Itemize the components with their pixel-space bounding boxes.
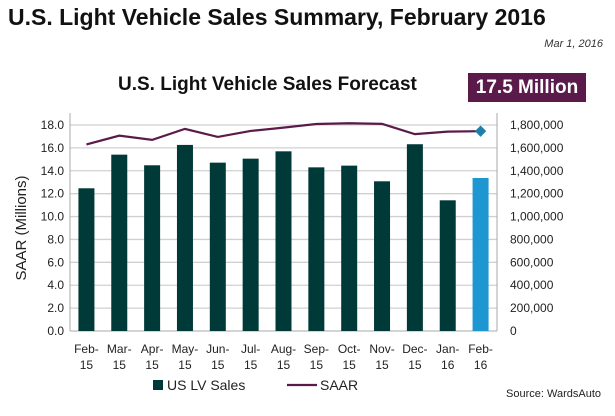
left-tick-label: 18.0 (41, 118, 65, 132)
date-label: Mar 1, 2016 (544, 38, 603, 50)
right-tick-label: 800,000 (510, 232, 554, 246)
left-tick-label: 14.0 (41, 164, 65, 178)
chart-title: U.S. Light Vehicle Sales Forecast (118, 74, 417, 95)
source-note: Source: WardsAuto (506, 388, 601, 400)
x-tick-label: 16 (474, 358, 488, 372)
left-tick-label: 2.0 (47, 301, 64, 315)
left-tick-label: 12.0 (41, 187, 65, 201)
bar (472, 177, 489, 331)
left-tick-label: 16.0 (41, 141, 65, 155)
right-tick-label: 1,000,000 (510, 210, 564, 224)
right-tick-label: 1,800,000 (510, 118, 564, 132)
x-tick-label: 15 (178, 358, 192, 372)
right-tick-label: 600,000 (510, 255, 554, 269)
x-tick-label: Sep- (304, 342, 329, 356)
right-tick-label: 1,200,000 (510, 187, 564, 201)
right-tick-label: 0 (510, 324, 517, 338)
x-tick-label: 15 (113, 358, 127, 372)
left-tick-label: 0.0 (47, 324, 64, 338)
x-tick-label: 15 (375, 358, 389, 372)
bar (144, 165, 161, 331)
saar-line (86, 122, 481, 146)
x-tick-label: Jul- (241, 342, 260, 356)
bar (439, 200, 456, 331)
left-tick-label: 8.0 (47, 232, 64, 246)
x-tick-label: Dec- (402, 342, 427, 356)
bar (78, 188, 95, 331)
right-tick-label: 400,000 (510, 278, 554, 292)
bar (209, 162, 226, 331)
x-tick-label: 15 (310, 358, 324, 372)
bar (308, 167, 325, 331)
bar (111, 154, 128, 331)
x-tick-label: 16 (441, 358, 455, 372)
x-tick-label: 15 (244, 358, 258, 372)
x-tick-label: 15 (80, 358, 94, 372)
legend-bar-label: US LV Sales (167, 377, 245, 393)
saar-badge: 17.5 Million (468, 73, 586, 102)
bar (374, 181, 391, 331)
bar (341, 165, 358, 331)
y-axis-title: SAAR (Millions) (13, 175, 30, 280)
left-tick-label: 10.0 (41, 210, 65, 224)
bar (242, 158, 259, 331)
left-tick-label: 6.0 (47, 255, 64, 269)
right-tick-label: 1,600,000 (510, 141, 564, 155)
x-tick-label: May- (172, 342, 199, 356)
x-tick-label: Feb- (468, 342, 493, 356)
right-tick-label: 200,000 (510, 301, 554, 315)
right-tick-label: 1,400,000 (510, 164, 564, 178)
legend-bar-swatch (153, 380, 163, 390)
x-tick-label: Nov- (369, 342, 394, 356)
x-tick-label: Feb- (74, 342, 99, 356)
x-tick-label: Oct- (338, 342, 361, 356)
x-tick-label: Mar- (107, 342, 132, 356)
x-tick-label: 15 (408, 358, 422, 372)
x-tick-label: 15 (211, 358, 225, 372)
saar-marker (474, 125, 487, 137)
left-tick-label: 4.0 (47, 278, 64, 292)
bar (275, 151, 292, 331)
x-tick-label: Jun- (206, 342, 229, 356)
bar (406, 144, 423, 331)
x-tick-label: 15 (145, 358, 159, 372)
legend-line-label: SAAR (320, 377, 358, 393)
x-tick-label: Apr- (141, 342, 164, 356)
x-tick-label: Jan- (436, 342, 459, 356)
bar (176, 144, 193, 331)
x-tick-label: 15 (343, 358, 357, 372)
page-title: U.S. Light Vehicle Sales Summary, Februa… (8, 4, 546, 30)
x-tick-label: Aug- (271, 342, 296, 356)
x-tick-label: 15 (277, 358, 291, 372)
